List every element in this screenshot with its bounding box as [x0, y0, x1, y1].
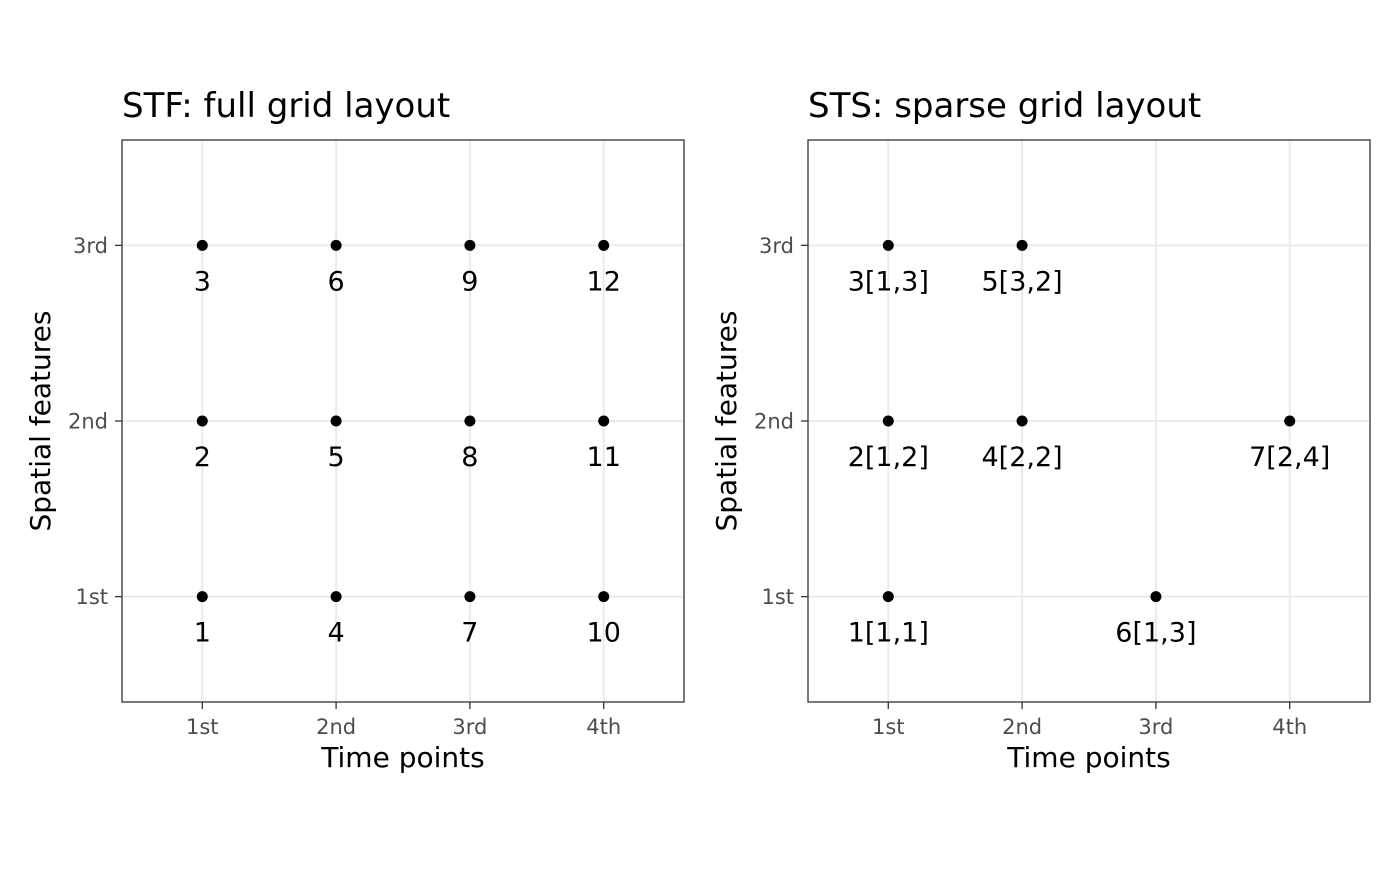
panel1-point-label: 12	[587, 266, 621, 297]
panel1-x-tick-label: 4th	[586, 715, 621, 739]
panel1-point	[598, 239, 610, 251]
panel2-point	[1284, 415, 1296, 427]
panel2-point	[882, 415, 894, 427]
panel1-y-axis-title: Spatial features	[24, 311, 57, 532]
panel1-point-label: 3	[194, 266, 211, 297]
panel1-point-label: 6	[328, 266, 345, 297]
panel2-point-label: 4[2,2]	[982, 442, 1063, 473]
panel1-point-label: 10	[587, 618, 621, 649]
panel1-point-label: 1	[194, 618, 211, 649]
panel1-x-tick-label: 2nd	[316, 715, 356, 739]
panel1-x-axis-title: Time points	[320, 741, 484, 774]
panel1-point-label: 8	[461, 442, 478, 473]
panel1-point	[196, 239, 208, 251]
panel1-point-label: 11	[587, 442, 621, 473]
panel2-point	[1016, 415, 1028, 427]
panel1-point	[196, 415, 208, 427]
panel2-point	[882, 239, 894, 251]
panel2: 1st 2nd 3rd 4th 1st 2nd 3rd 1[1,1] 2[1,2] 3[1,3] 4…	[710, 86, 1371, 774]
panel2-point	[882, 591, 894, 603]
panel2-point-label: 1[1,1]	[848, 618, 929, 649]
panel1-point-label: 4	[328, 618, 345, 649]
panel2-x-axis-title: Time points	[1006, 741, 1170, 774]
panel1-y-tick-label: 3rd	[73, 234, 108, 258]
panel1-point	[464, 591, 476, 603]
panel2-point	[1150, 591, 1162, 603]
panel2-y-tick-label: 2nd	[754, 410, 794, 434]
panel1-point	[330, 415, 342, 427]
panel2-y-axis-title: Spatial features	[710, 311, 743, 532]
panel1-y-tick-label: 2nd	[68, 410, 108, 434]
panel2-x-tick-label: 2nd	[1002, 715, 1042, 739]
panel2-x-tick-label: 3rd	[1138, 715, 1173, 739]
panel1-point-label: 7	[461, 618, 478, 649]
panel1-point	[464, 239, 476, 251]
panel1: 1st 2nd 3rd 4th1st2nd3rd123456789101112STF:…	[24, 86, 685, 774]
panel1-point	[330, 591, 342, 603]
panel2-point-label: 2[1,2]	[848, 442, 929, 473]
panel2-x-tick-label: 4th	[1272, 715, 1307, 739]
panel1-point-label: 9	[461, 266, 478, 297]
panel1-point	[464, 415, 476, 427]
panel1-point	[598, 591, 610, 603]
panel1-point-label: 5	[328, 442, 345, 473]
panel2-title: STS: sparse grid layout	[808, 86, 1201, 126]
panel2-point-label: 7[2,4]	[1249, 442, 1330, 473]
panel1-point	[598, 415, 610, 427]
panel2-point-label: 3[1,3]	[848, 266, 929, 297]
panel1-point-label: 2	[194, 442, 211, 473]
panel1-title: STF: full grid layout	[122, 86, 450, 126]
panel1-y-tick-label: 1st	[75, 585, 108, 609]
panel1-point	[196, 591, 208, 603]
panel2-x-tick-label: 1st	[872, 715, 905, 739]
panel1-x-tick-label: 3rd	[452, 715, 487, 739]
panel2-point-label: 5[3,2]	[982, 266, 1063, 297]
panel2-y-tick-label: 1st	[761, 585, 794, 609]
panel2-y-tick-label: 3rd	[759, 234, 794, 258]
panel2-point-label: 6[1,3]	[1115, 618, 1196, 649]
panel1-point	[330, 239, 342, 251]
panel2-point	[1016, 239, 1028, 251]
panel1-x-tick-label: 1st	[186, 715, 219, 739]
